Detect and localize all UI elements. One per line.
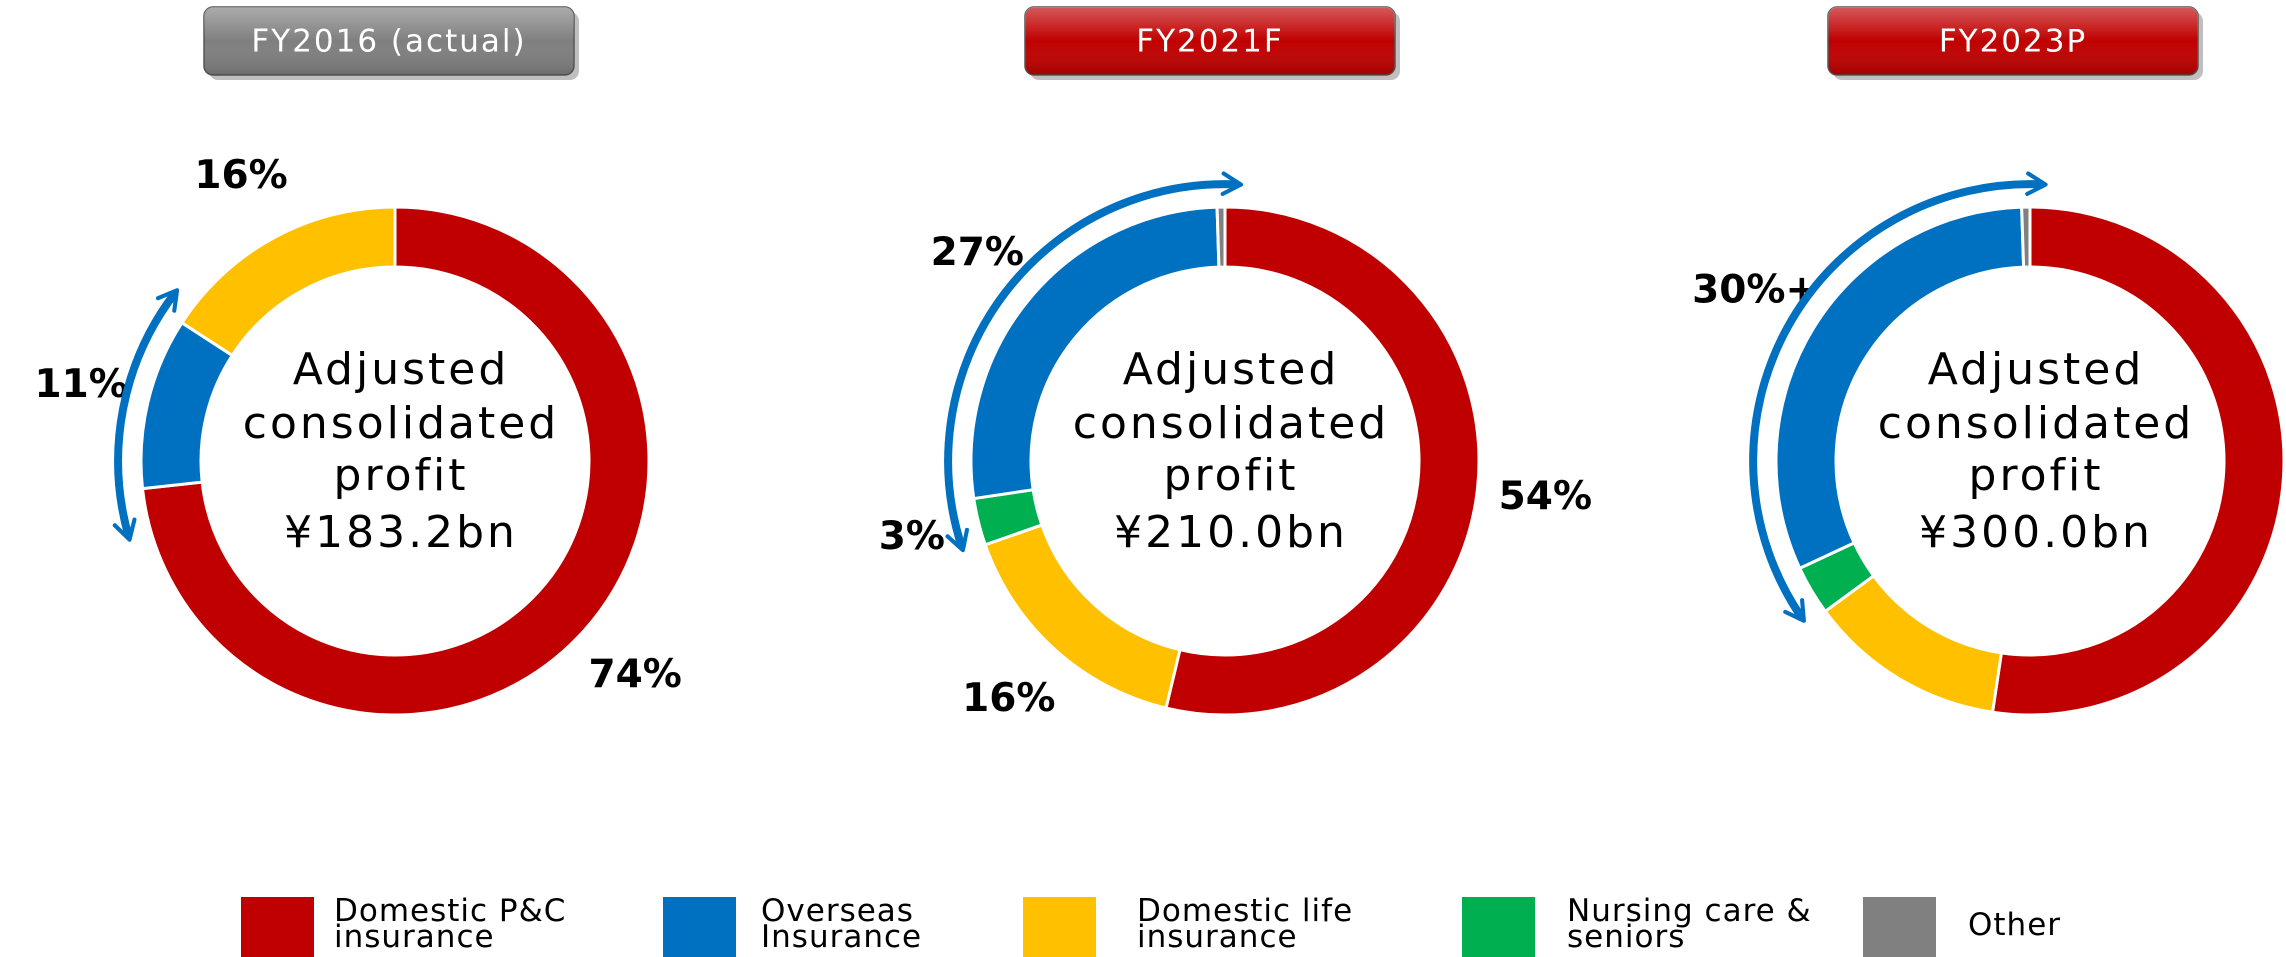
slice xyxy=(1215,205,1227,269)
legend-label: Other xyxy=(1968,907,2062,943)
value-label: 54% xyxy=(1499,474,1592,519)
legend-swatch xyxy=(1023,897,1096,957)
slice xyxy=(2020,205,2032,269)
center-text: ¥210.0bn xyxy=(1114,507,1348,558)
slice xyxy=(1164,205,1481,717)
center-text: ¥300.0bn xyxy=(1919,507,2153,558)
value-label: 27% xyxy=(931,230,1024,275)
title-button-gloss xyxy=(1025,7,1395,75)
center-text: profit xyxy=(1164,450,1299,501)
legend-swatch xyxy=(663,897,736,957)
legend-label: Overseas Insurance xyxy=(761,893,923,955)
title-button-gloss xyxy=(1828,7,2198,75)
slice xyxy=(179,205,397,358)
arrow xyxy=(1749,171,2048,623)
arrow xyxy=(112,288,180,542)
title: FY2021F xyxy=(1136,24,1284,60)
value-label: 16% xyxy=(962,676,1055,721)
value-label: 3% xyxy=(879,514,945,559)
arrow xyxy=(944,171,1244,553)
legend-label: Nursing care & seniors xyxy=(1567,893,1812,955)
center-text: Adjusted xyxy=(293,344,510,395)
value-label: 11% xyxy=(34,362,127,407)
value-label: 74% xyxy=(588,652,681,697)
center-text: Adjusted xyxy=(1123,344,1340,395)
center-text: ¥183.2bn xyxy=(284,507,518,558)
slice xyxy=(1823,573,2004,714)
center-text: consolidated xyxy=(1878,398,2194,449)
center-text: profit xyxy=(334,450,469,501)
title: FY2016 (actual) xyxy=(251,24,526,60)
slice xyxy=(1990,205,2286,717)
legend-swatch xyxy=(1863,897,1936,957)
center-text: profit xyxy=(1969,450,2104,501)
title: FY2023P xyxy=(1939,24,2087,60)
legend-swatch xyxy=(1462,897,1535,957)
legend-label: Domestic P&C insurance xyxy=(334,893,567,955)
center-text: consolidated xyxy=(1073,398,1389,449)
center-text: Adjusted xyxy=(1928,344,2145,395)
value-label: 16% xyxy=(194,153,287,198)
center-text: consolidated xyxy=(243,398,559,449)
legend-label: Domestic life insurance xyxy=(1137,893,1354,955)
legend-swatch xyxy=(241,897,314,957)
title-button-gloss xyxy=(204,7,574,75)
